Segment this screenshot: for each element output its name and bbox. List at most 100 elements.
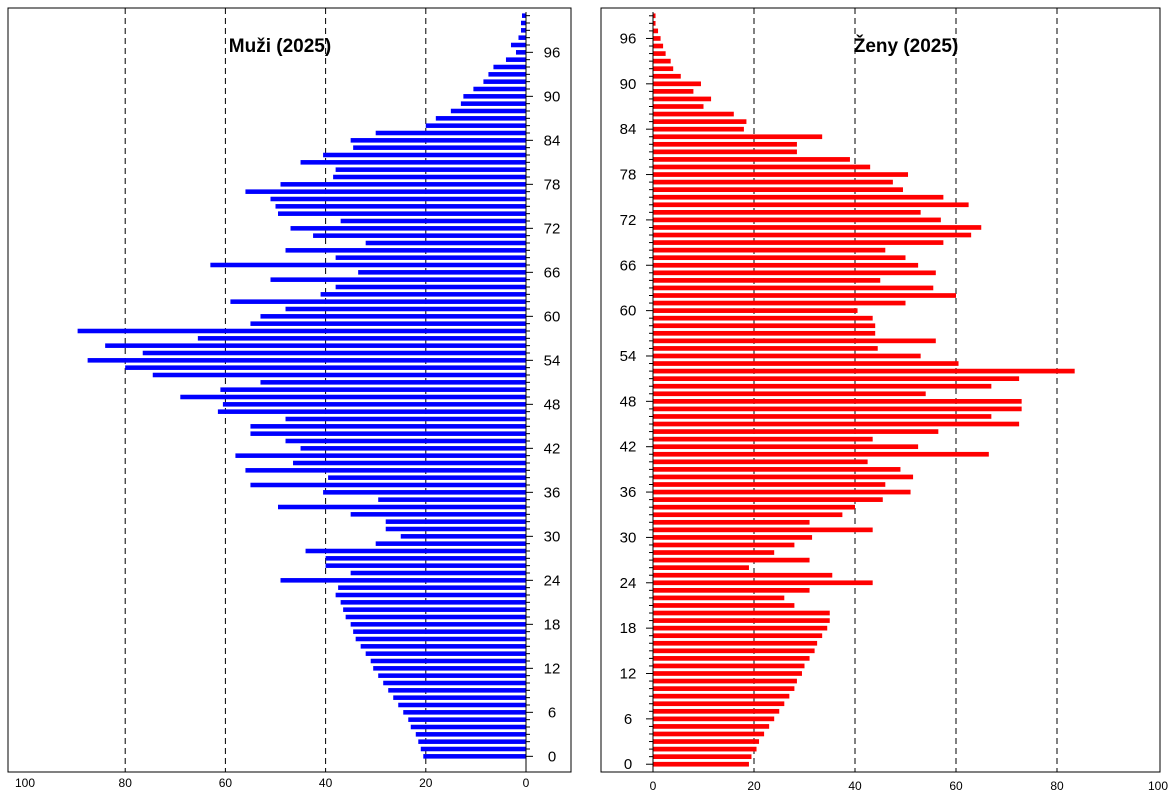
bar [353,629,526,634]
bar [653,474,914,480]
bar [180,394,526,400]
age-tick-label: 72 [544,220,561,237]
bar [305,548,526,554]
bar [653,391,926,397]
bar [293,460,526,466]
age-tick-label: 36 [620,484,637,501]
bar [653,504,855,510]
bar [460,101,526,106]
bar [653,134,823,140]
bar [653,225,982,230]
bar [365,240,526,246]
bar [653,96,712,102]
bar [300,446,526,451]
bar [418,739,526,744]
bar [653,421,1020,427]
x-tick-label: 60 [219,776,233,790]
bar [365,651,526,656]
age-tick-label: 12 [544,660,561,677]
bar [235,453,527,458]
age-tick-label: 84 [544,132,561,149]
x-tick-label: 0 [650,779,657,793]
bar [400,534,526,539]
bar [375,541,526,546]
bar [653,300,906,306]
bar [335,592,526,598]
bar [505,57,526,62]
bar [653,270,936,276]
bar [285,438,526,444]
bar [340,218,526,224]
age-tick-label: 6 [624,711,632,728]
bar [403,710,526,715]
bar [653,406,1022,412]
bar [285,416,526,422]
bar [217,409,526,414]
bar [373,666,526,671]
bar [275,204,526,209]
bar [653,519,810,525]
bar [343,607,526,612]
age-tick-label: 96 [620,30,637,47]
bar [653,693,790,699]
bar [350,138,526,143]
x-tick-label: 80 [1050,779,1064,793]
bar [653,36,661,41]
bar [338,585,526,590]
bar [653,315,873,321]
bar [350,512,526,517]
bar [653,51,666,56]
bar [653,376,1020,382]
bar [653,346,878,351]
x-tick-label: 20 [419,776,433,790]
age-tick-label: 0 [624,756,632,773]
age-tick-label: 24 [544,572,561,589]
bar [653,240,944,245]
bar [653,255,906,261]
bar [325,556,526,561]
age-tick-label: 48 [620,393,637,410]
bar [653,754,752,760]
age-tick-label: 90 [620,76,637,93]
bar [653,595,785,601]
bar [653,187,903,193]
bar [653,330,876,336]
bar [653,414,992,419]
bar [493,64,526,70]
bar [320,292,526,297]
bar [142,350,527,356]
bar [385,519,526,524]
bar [488,72,526,77]
bar [87,358,526,363]
bar [510,42,526,48]
bar [653,701,785,707]
x-tick-label: 20 [747,779,761,793]
bar [410,724,526,730]
bar [77,328,526,334]
bar [653,164,871,170]
bar [653,278,881,283]
bar [653,610,830,616]
bar [653,353,921,359]
bar [653,111,734,117]
bar [653,398,1022,404]
bar [653,542,795,548]
bar [653,81,701,87]
bar [250,321,526,326]
bar [653,141,797,147]
bar [653,459,868,465]
bar [463,94,526,99]
bar [653,739,760,744]
bar [385,526,526,532]
bar [653,126,744,132]
age-tick-label: 90 [544,88,561,105]
bar [653,497,883,502]
bar [515,50,526,55]
age-tick-label: 54 [544,352,561,369]
bar [653,73,681,79]
age-tick-label: 30 [544,528,561,545]
bar [222,402,526,407]
age-tick-label: 18 [544,616,561,633]
bar [653,640,818,646]
